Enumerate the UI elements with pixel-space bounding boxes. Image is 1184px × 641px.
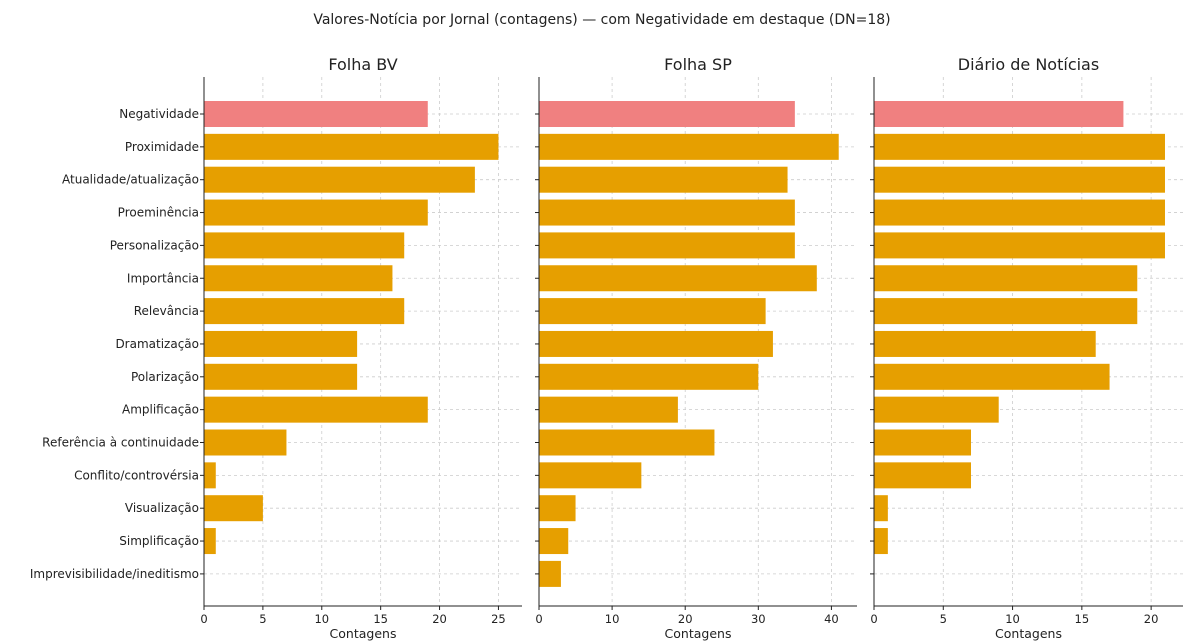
bar-conflito-controversia: [874, 462, 971, 488]
x-tick-label: 40: [824, 612, 839, 626]
x-tick-label: 5: [940, 612, 947, 626]
category-label-referencia-a-continuidade: Referência à continuidade: [42, 436, 199, 450]
category-label-negatividade: Negatividade: [119, 107, 199, 121]
bar-proximidade: [874, 134, 1165, 160]
x-tick-label: 20: [678, 612, 693, 626]
category-label-dramatizacao: Dramatização: [115, 337, 199, 351]
bar-proximidade: [204, 134, 498, 160]
bar-personalizacao: [874, 232, 1165, 258]
bar-amplificacao: [874, 397, 999, 423]
x-tick-label: 15: [373, 612, 388, 626]
category-label-relevancia: Relevância: [134, 304, 199, 318]
x-tick-label: 10: [605, 612, 620, 626]
bar-importancia: [204, 265, 392, 291]
bar-simplificacao: [204, 528, 216, 554]
bar-atualidade-atualizacao: [874, 167, 1165, 193]
bar-referencia-a-continuidade: [874, 430, 971, 456]
bar-amplificacao: [204, 397, 428, 423]
category-label-simplificacao: Simplificação: [119, 534, 199, 548]
x-tick-label: 5: [259, 612, 266, 626]
bar-dramatizacao: [874, 331, 1096, 357]
category-label-visualizacao: Visualização: [125, 501, 199, 515]
x-tick-label: 20: [1144, 612, 1159, 626]
x-tick-label: 30: [751, 612, 766, 626]
bar-polarizacao: [874, 364, 1110, 390]
x-tick-label: 0: [535, 612, 542, 626]
bar-importancia: [539, 265, 817, 291]
panel-title: Folha BV: [328, 55, 397, 74]
bar-atualidade-atualizacao: [204, 167, 475, 193]
bar-proeminencia: [204, 200, 428, 226]
bar-importancia: [874, 265, 1137, 291]
category-label-atualidade-atualizacao: Atualidade/atualização: [62, 173, 199, 187]
bar-conflito-controversia: [204, 462, 216, 488]
category-label-polarizacao: Polarização: [131, 370, 199, 384]
x-tick-label: 20: [432, 612, 447, 626]
bar-relevancia: [204, 298, 404, 324]
x-axis-label: Contagens: [330, 626, 397, 641]
bar-dramatizacao: [539, 331, 773, 357]
bar-referencia-a-continuidade: [204, 430, 286, 456]
x-tick-label: 15: [1075, 612, 1090, 626]
bar-amplificacao: [539, 397, 678, 423]
category-label-proeminencia: Proeminência: [118, 206, 199, 220]
bar-proeminencia: [539, 200, 795, 226]
bar-proximidade: [539, 134, 839, 160]
bar-personalizacao: [204, 232, 404, 258]
bar-simplificacao: [874, 528, 888, 554]
bar-visualizacao: [874, 495, 888, 521]
bar-imprevisibilidade-ineditismo: [539, 561, 561, 587]
x-tick-label: 10: [314, 612, 329, 626]
bar-conflito-controversia: [539, 462, 641, 488]
bar-visualizacao: [204, 495, 263, 521]
bar-relevancia: [874, 298, 1137, 324]
bar-visualizacao: [539, 495, 576, 521]
chart-title: Valores-Notícia por Jornal (contagens) —…: [313, 12, 890, 28]
bar-referencia-a-continuidade: [539, 430, 714, 456]
bar-personalizacao: [539, 232, 795, 258]
panel-diario-de-noticias: 0 5 10 15 20 Diário de Notícias Contagens: [870, 55, 1183, 641]
x-axis-label: Contagens: [995, 626, 1062, 641]
category-label-importancia: Importância: [127, 271, 199, 285]
category-labels: Negatividade Proximidade Atualidade/atuali…: [30, 107, 199, 581]
bar-atualidade-atualizacao: [539, 167, 788, 193]
category-label-conflito-controversia: Conflito/controvérsia: [74, 468, 199, 482]
bar-polarizacao: [204, 364, 357, 390]
bar-negatividade: [874, 101, 1123, 127]
panel-title: Folha SP: [664, 55, 732, 74]
bar-negatividade: [204, 101, 428, 127]
category-label-proximidade: Proximidade: [125, 140, 199, 154]
category-label-amplificacao: Amplificação: [122, 403, 199, 417]
x-axis-label: Contagens: [665, 626, 732, 641]
bar-negatividade: [539, 101, 795, 127]
bar-proeminencia: [874, 200, 1165, 226]
panel-title: Diário de Notícias: [958, 55, 1099, 74]
bar-dramatizacao: [204, 331, 357, 357]
x-tick-label: 0: [200, 612, 207, 626]
category-label-personalizacao: Personalização: [110, 238, 199, 252]
bar-simplificacao: [539, 528, 568, 554]
category-label-imprevisibilidade-ineditismo: Imprevisibilidade/ineditismo: [30, 567, 199, 581]
panel-folha-sp: 0 10 20 30 40 Folha SP Contagens: [535, 55, 857, 641]
x-tick-label: 25: [491, 612, 506, 626]
x-tick-label: 10: [1005, 612, 1020, 626]
panel-folha-bv: 0 5 10 15 20 25 Folha BV Contagens: [200, 55, 522, 641]
x-tick-label: 0: [870, 612, 877, 626]
bar-relevancia: [539, 298, 766, 324]
bar-polarizacao: [539, 364, 758, 390]
panels: 0 5 10 15 20 25 Folha BV Contagens 0 10 20 30 40 Folh…: [200, 55, 1183, 641]
